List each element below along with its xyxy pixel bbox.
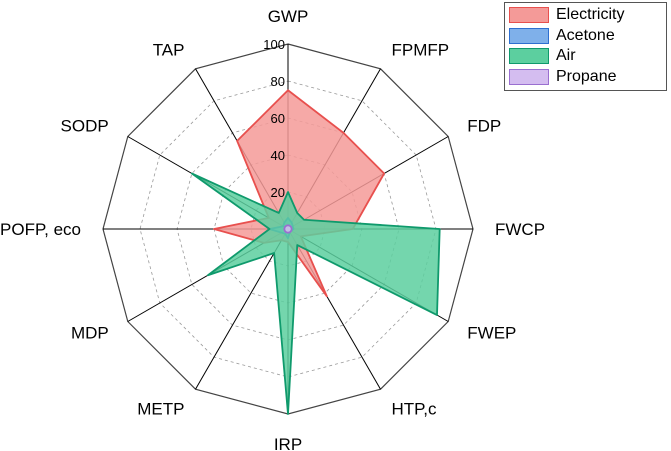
axis-label-1: FPMFP <box>392 41 450 60</box>
axis-label-8: MDP <box>71 324 109 343</box>
spoke-7 <box>195 228 289 390</box>
tick-label-80: 80 <box>271 74 285 89</box>
axis-label-2: FDP <box>467 117 501 136</box>
legend-label: Propane <box>556 67 617 85</box>
axis-label-5: HTP,c <box>392 399 438 418</box>
radar-labels: 20 40 60 80 100 GWP FPMFP FDP FWCP FWEP HTP,c IRP ME… <box>0 7 545 451</box>
legend-label: Acetone <box>556 26 615 44</box>
axis-label-7: METP <box>137 399 184 418</box>
axis-label-11: TAP <box>153 41 185 60</box>
tick-label-100: 100 <box>263 37 285 52</box>
axis-label-3: FWCP <box>495 220 545 239</box>
axis-label-10: SODP <box>61 117 109 136</box>
legend-item-propane: Propane <box>509 67 662 88</box>
tick-label-20: 20 <box>271 185 285 200</box>
legend-item-acetone: Acetone <box>509 26 662 47</box>
legend-swatch <box>509 27 549 44</box>
legend-label: Electricity <box>556 6 625 24</box>
tick-label-60: 60 <box>271 111 285 126</box>
legend-swatch <box>509 68 549 85</box>
series-propane-area <box>283 224 293 234</box>
tick-label-40: 40 <box>271 148 285 163</box>
legend: Electricity Acetone Air Propane <box>504 2 667 91</box>
legend-item-electricity: Electricity <box>509 5 662 26</box>
legend-swatch <box>509 48 549 65</box>
axis-label-0: GWP <box>268 7 309 26</box>
axis-label-4: FWEP <box>467 324 516 343</box>
axis-label-9: POFP, eco <box>0 220 81 239</box>
legend-label: Air <box>556 47 576 65</box>
series-air-area <box>190 172 441 415</box>
radar-series <box>190 89 441 415</box>
axis-label-6: IRP <box>274 435 302 451</box>
legend-item-air: Air <box>509 46 662 67</box>
legend-swatch <box>509 7 549 24</box>
